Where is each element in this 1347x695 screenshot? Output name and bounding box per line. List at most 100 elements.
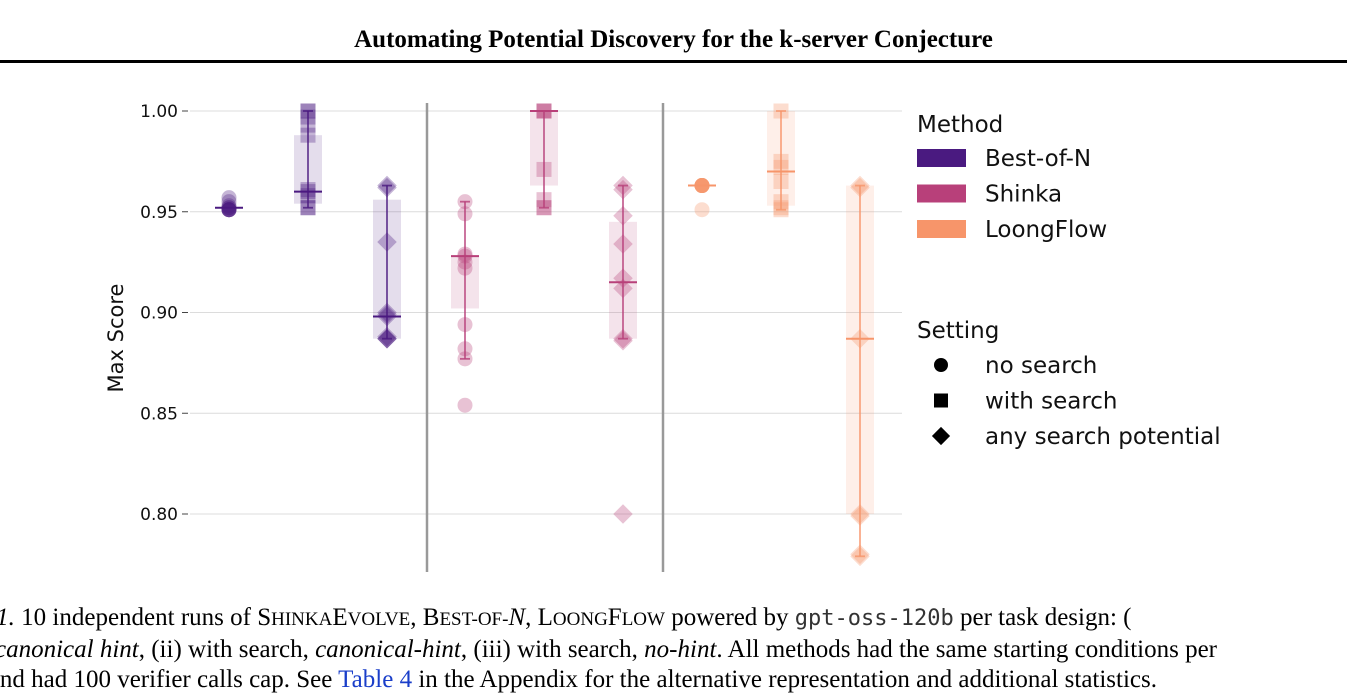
data-point [536,161,552,177]
caption-smallcaps: EST-OF- [439,609,509,630]
caption-smallcaps: OONG [552,609,608,630]
data-point [536,192,552,208]
data-points [221,103,870,567]
page-header-title: Automating Potential Discovery for the k… [354,26,993,53]
data-point [694,178,710,194]
legend: Method Best-of-N Shinka LoongFlow Setting no … [917,112,1221,450]
caption-text: n and had 100 verifier calls cap. See [0,666,339,693]
legend-swatch [917,184,966,203]
data-point [613,206,633,226]
y-axis: 0.80 0.85 0.90 0.95 1.00 Max Score [104,102,188,525]
data-point [457,317,473,333]
data-point [221,190,237,206]
caption-text: powered by [664,604,795,631]
legend-swatch [917,220,966,238]
data-point [300,184,316,200]
data-point [377,304,397,325]
data-point [773,153,789,169]
data-point [694,178,710,194]
caption-smallcaps: LOW [621,609,665,630]
data-point [457,194,473,210]
data-point [300,103,316,119]
data-point [850,546,870,567]
caption-text: N [508,604,526,631]
data-point [221,202,237,218]
data-point [850,328,870,349]
data-point [221,202,237,218]
data-point [613,175,633,196]
legend-marker [934,358,948,372]
data-point [221,198,237,214]
y-tick-label: 1.00 [140,102,178,122]
data-point [300,127,316,143]
data-point [694,178,710,194]
legend-setting-label: no search [985,353,1097,379]
data-point [850,544,870,565]
caption-text: no-hint [644,636,717,663]
data-point [694,178,710,194]
data-point [377,177,397,198]
data-point [221,202,237,218]
data-point [377,328,397,349]
data-point [221,200,237,216]
data-point [850,177,870,198]
caption-text: . All methods had the same starting cond… [716,636,1218,663]
legend-marker [934,393,948,408]
data-point [773,200,789,216]
y-tick-label: 0.95 [140,203,178,223]
data-point [377,232,397,252]
data-point [536,103,552,119]
y-tick-label: 0.90 [140,304,178,324]
data-point [536,200,552,216]
caption-text: , L [525,604,553,631]
legend-swatch [917,149,966,167]
data-point [300,188,316,204]
y-tick-label: 0.80 [140,505,178,525]
caption-text: , (iii) with search, [460,636,645,663]
caption-text: 10 independent runs of S [14,604,272,631]
y-tick-label: 0.85 [140,404,178,424]
caption-line-1: re 1. 10 independent runs of SHINKAEVOLV… [0,603,1347,635]
header-divider [0,60,1347,63]
caption-model-name: gpt-oss-120b [794,606,954,631]
data-point [773,202,789,218]
data-point [850,506,870,526]
y-axis-label: Max Score [104,284,128,393]
table-4-link[interactable]: Table 4 [338,666,413,693]
data-point [457,260,473,276]
data-point [694,178,710,194]
caption-text: , B [410,604,440,631]
caption-text: in the Appendix for the alternative repr… [412,666,1157,693]
data-point [377,175,397,196]
data-point [694,178,710,194]
data-point [613,179,633,200]
caption-line-2: h, canonical hint, (ii) with search, can… [0,635,1347,665]
data-point [613,328,633,349]
data-point [377,328,397,349]
data-point [773,174,789,190]
data-point [457,397,473,413]
data-point [300,200,316,216]
data-point [613,268,633,288]
legend-setting-label: with search [985,389,1118,415]
data-point [300,182,316,198]
caption-text: F [607,604,622,631]
data-point [457,351,473,367]
data-point [300,117,316,133]
caption-figure-label: re 1. [0,604,15,631]
legend-method-title: Method [917,112,1003,138]
group-separators [425,103,665,572]
data-point [377,326,397,347]
caption-smallcaps: VOLVE [347,609,411,630]
data-point [221,200,237,216]
legend-method-label: Best-of-N [985,146,1091,172]
max-score-chart: 0.80 0.85 0.90 0.95 1.00 Max Score Method Best… [104,102,1221,572]
data-point [536,103,552,119]
data-point [221,194,237,210]
caption-text: canonical-hint [315,636,461,663]
data-point [457,246,473,262]
legend-marker [931,426,951,446]
caption-text: per task design: ( [953,604,1132,631]
data-point [850,175,870,196]
data-point [221,202,237,218]
